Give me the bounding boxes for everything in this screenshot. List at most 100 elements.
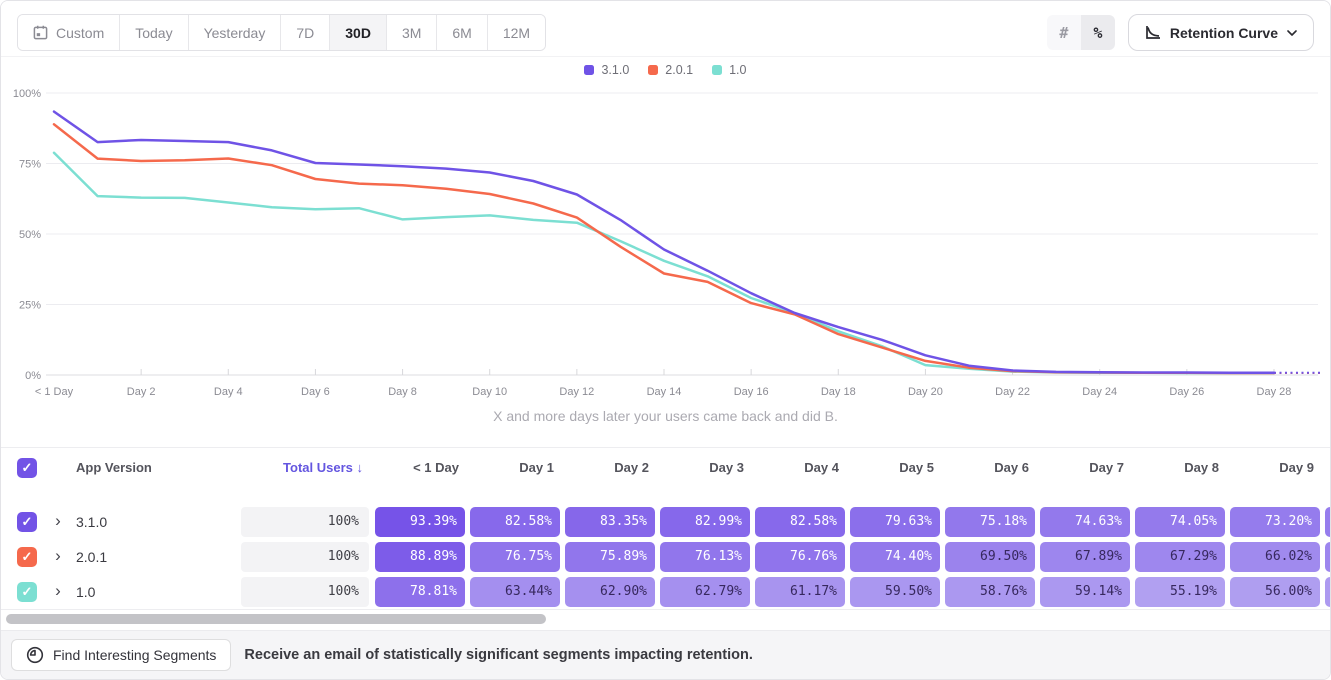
row-checkbox-1.0[interactable]: ✓	[17, 582, 37, 602]
retention-cell[interactable]: 67.89%	[1040, 542, 1130, 572]
retention-cell-partial	[1325, 507, 1330, 537]
date-range-today[interactable]: Today	[119, 15, 188, 50]
legend-item-2.0.1: 2.0.1	[648, 63, 693, 77]
retention-cell[interactable]: 82.58%	[755, 507, 845, 537]
retention-cell[interactable]: 76.13%	[660, 542, 750, 572]
footer-bar: Find Interesting Segments Receive an ema…	[1, 630, 1330, 679]
row-expand-chevron[interactable]: ›	[55, 511, 61, 530]
column-header-day-2[interactable]: Day 2	[614, 460, 649, 475]
format-count-button[interactable]: #	[1046, 15, 1081, 50]
total-users-cell: 100%	[241, 507, 369, 537]
date-range-yesterday[interactable]: Yesterday	[187, 15, 281, 50]
row-version-label: 2.0.1	[76, 549, 108, 565]
retention-cell[interactable]: 62.90%	[565, 577, 655, 607]
row-checkbox-2.0.1[interactable]: ✓	[17, 547, 37, 567]
retention-chart: 0% 25% 50% 75% 100% < 1 Day Day 2 Day 4 Day 6 Day…	[13, 88, 1323, 398]
row-version-label: 3.1.0	[76, 514, 108, 530]
find-interesting-segments-button[interactable]: Find Interesting Segments	[11, 639, 232, 671]
toolbar-right: #% Retention Curve	[1046, 14, 1314, 51]
retention-cell[interactable]: 67.29%	[1135, 542, 1225, 572]
date-range-3m[interactable]: 3M	[385, 15, 437, 50]
table-bottom-border	[1, 609, 1330, 610]
retention-cell[interactable]: 88.89%	[375, 542, 465, 572]
retention-cell[interactable]: 74.05%	[1135, 507, 1225, 537]
series-line-3.1.0	[52, 110, 1276, 374]
date-range-label: 6M	[452, 24, 472, 41]
footer-message: Receive an email of statistically signif…	[244, 647, 753, 663]
column-header-total-users[interactable]: Total Users ↓	[283, 460, 363, 475]
retention-cell[interactable]: 82.58%	[470, 507, 560, 537]
column-header-day-4[interactable]: Day 4	[804, 460, 839, 475]
retention-cell[interactable]: 62.79%	[660, 577, 750, 607]
retention-cell[interactable]: 74.63%	[1040, 507, 1130, 537]
row-expand-chevron[interactable]: ›	[55, 546, 61, 565]
column-header-day-5[interactable]: Day 5	[899, 460, 934, 475]
retention-cell[interactable]: 78.81%	[375, 577, 465, 607]
date-range-7d[interactable]: 7D	[280, 15, 330, 50]
column-header-day-3[interactable]: Day 3	[709, 460, 744, 475]
retention-cell[interactable]: 58.76%	[945, 577, 1035, 607]
retention-cell[interactable]: 63.44%	[470, 577, 560, 607]
table-top-border	[1, 447, 1330, 448]
svg-text:Day 22: Day 22	[995, 386, 1030, 398]
legend-swatch	[712, 65, 723, 75]
legend-item-1.0: 1.0	[712, 63, 747, 77]
retention-cell[interactable]: 66.02%	[1230, 542, 1320, 572]
retention-cell[interactable]: 59.50%	[850, 577, 940, 607]
retention-cell[interactable]: 73.20%	[1230, 507, 1320, 537]
retention-cell[interactable]: 56.00%	[1230, 577, 1320, 607]
svg-text:50%: 50%	[19, 229, 41, 241]
column-header-day-8[interactable]: Day 8	[1184, 460, 1219, 475]
retention-cell[interactable]: 82.99%	[660, 507, 750, 537]
column-header-day-1[interactable]: Day 1	[519, 460, 554, 475]
total-users-cell: 100%	[241, 577, 369, 607]
select-all-checkbox[interactable]: ✓	[17, 458, 37, 478]
column-header-day-9[interactable]: Day 9	[1279, 460, 1314, 475]
retention-cell-partial	[1325, 542, 1330, 572]
retention-cell[interactable]: 76.75%	[470, 542, 560, 572]
svg-text:Day 20: Day 20	[908, 386, 943, 398]
retention-cell[interactable]: 75.89%	[565, 542, 655, 572]
date-range-6m[interactable]: 6M	[436, 15, 487, 50]
svg-text:Day 24: Day 24	[1082, 386, 1117, 398]
chart-type-dropdown[interactable]: Retention Curve	[1127, 14, 1314, 51]
retention-cell[interactable]: 69.50%	[945, 542, 1035, 572]
date-range-custom[interactable]: Custom	[18, 15, 120, 50]
row-expand-chevron[interactable]: ›	[55, 581, 61, 600]
svg-text:Day 4: Day 4	[214, 386, 243, 398]
svg-text:Day 12: Day 12	[559, 386, 594, 398]
date-range-12m[interactable]: 12M	[486, 15, 546, 50]
svg-text:Day 6: Day 6	[301, 386, 330, 398]
retention-cell[interactable]: 93.39%	[375, 507, 465, 537]
retention-cell[interactable]: 76.76%	[755, 542, 845, 572]
column-header-app-version: App Version	[76, 460, 152, 475]
retention-cell[interactable]: 83.35%	[565, 507, 655, 537]
series-line-1.0	[52, 151, 1276, 375]
format-percent-button[interactable]: %	[1080, 15, 1115, 50]
calendar-icon	[33, 25, 48, 40]
column-header-day-0[interactable]: < 1 Day	[413, 460, 459, 475]
date-range-label: 30D	[345, 24, 371, 41]
date-range-30d[interactable]: 30D	[329, 15, 386, 50]
format-toggle: #%	[1046, 15, 1115, 50]
date-range-label: 3M	[401, 24, 422, 41]
svg-text:Day 16: Day 16	[734, 386, 769, 398]
retention-cell-partial	[1325, 577, 1330, 607]
retention-cell[interactable]: 75.18%	[945, 507, 1035, 537]
retention-cell[interactable]: 59.14%	[1040, 577, 1130, 607]
retention-cell[interactable]: 79.63%	[850, 507, 940, 537]
column-header-day-7[interactable]: Day 7	[1089, 460, 1124, 475]
svg-text:25%: 25%	[19, 300, 41, 312]
column-header-day-6[interactable]: Day 6	[994, 460, 1029, 475]
date-range-label: Today	[135, 24, 173, 41]
legend-label: 1.0	[729, 63, 747, 77]
retention-cell[interactable]: 74.40%	[850, 542, 940, 572]
retention-cell[interactable]: 55.19%	[1135, 577, 1225, 607]
date-range-group: Custom Today Yesterday 7D 30D 3M 6M 12M	[17, 14, 547, 51]
svg-text:Day 2: Day 2	[127, 386, 156, 398]
row-checkbox-3.1.0[interactable]: ✓	[17, 512, 37, 532]
retention-cell[interactable]: 61.17%	[755, 577, 845, 607]
horizontal-scrollbar[interactable]	[6, 614, 546, 624]
chart-legend: 3.1.0 2.0.1 1.0	[1, 63, 1330, 77]
